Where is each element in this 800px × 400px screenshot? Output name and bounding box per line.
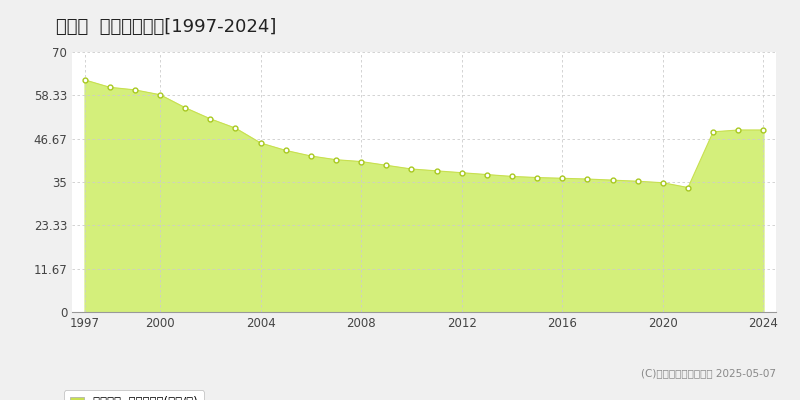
Text: (C)土地価格ドットコム 2025-05-07: (C)土地価格ドットコム 2025-05-07 (641, 368, 776, 378)
Legend: 基準地価  平均坪単価(万円/坪): 基準地価 平均坪単価(万円/坪) (64, 390, 204, 400)
Text: 松田町  基準地価推移[1997-2024]: 松田町 基準地価推移[1997-2024] (56, 18, 276, 36)
